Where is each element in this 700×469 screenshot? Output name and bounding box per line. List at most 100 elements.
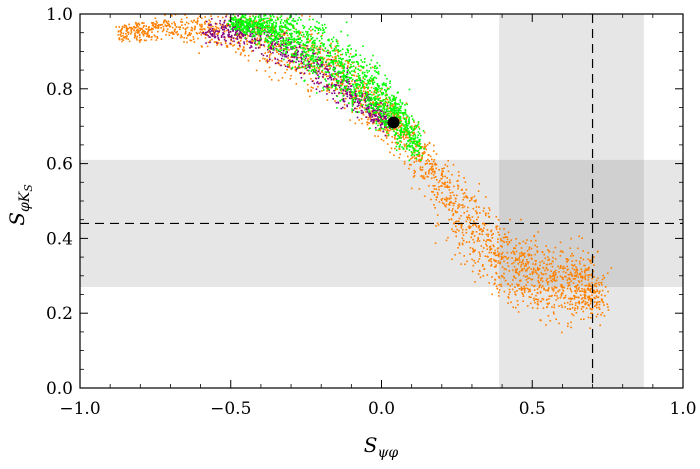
- data-point: [533, 286, 535, 288]
- data-point: [158, 24, 160, 26]
- data-point: [447, 185, 449, 187]
- data-point: [494, 250, 496, 252]
- data-point: [361, 104, 363, 106]
- data-point: [399, 146, 401, 148]
- data-point: [398, 110, 400, 112]
- data-point: [607, 306, 609, 308]
- data-point: [504, 291, 506, 293]
- data-point: [596, 286, 598, 288]
- data-point: [406, 127, 408, 129]
- data-point: [408, 123, 410, 125]
- data-point: [359, 100, 361, 102]
- data-point: [408, 119, 410, 121]
- data-point: [281, 36, 283, 38]
- data-point: [118, 26, 120, 28]
- data-point: [296, 83, 298, 85]
- data-point: [285, 65, 287, 67]
- data-point: [523, 275, 525, 277]
- data-point: [548, 298, 550, 300]
- data-point: [269, 56, 271, 58]
- data-point: [329, 91, 331, 93]
- data-point: [553, 280, 555, 282]
- data-point: [381, 128, 383, 130]
- data-point: [213, 30, 215, 32]
- data-point: [143, 35, 145, 37]
- data-point: [136, 36, 138, 38]
- data-point: [449, 204, 451, 206]
- data-point: [389, 115, 391, 117]
- data-point: [147, 33, 149, 35]
- data-point: [342, 67, 344, 69]
- data-point: [382, 100, 384, 102]
- data-point: [537, 304, 539, 306]
- data-point: [458, 221, 460, 223]
- data-point: [119, 39, 121, 41]
- data-point: [472, 239, 474, 241]
- data-point: [477, 217, 479, 219]
- data-point: [341, 108, 343, 110]
- data-point: [200, 34, 202, 36]
- data-point: [152, 28, 154, 30]
- data-point: [358, 76, 360, 78]
- data-point: [433, 145, 435, 147]
- data-point: [264, 30, 266, 32]
- data-point: [497, 255, 499, 257]
- data-point: [158, 27, 160, 29]
- data-point: [283, 4, 285, 6]
- data-point: [381, 88, 383, 90]
- data-point: [542, 251, 544, 253]
- data-point: [345, 54, 347, 56]
- data-point: [334, 68, 336, 70]
- data-point: [172, 33, 174, 35]
- data-point: [240, 32, 242, 34]
- data-point: [428, 185, 430, 187]
- data-point: [464, 192, 466, 194]
- data-point: [274, 72, 276, 74]
- data-point: [381, 124, 383, 126]
- data-point: [498, 256, 500, 258]
- data-point: [238, 34, 240, 36]
- data-point: [381, 109, 383, 111]
- data-point: [369, 93, 371, 95]
- data-point: [280, 38, 282, 40]
- data-point: [280, 31, 282, 33]
- data-point: [300, 55, 302, 57]
- data-point: [136, 39, 138, 41]
- data-point: [483, 223, 485, 225]
- data-point: [377, 83, 379, 85]
- data-point: [312, 61, 314, 63]
- data-point: [322, 27, 324, 29]
- data-point: [280, 45, 282, 47]
- data-point: [229, 24, 231, 26]
- data-point: [563, 271, 565, 273]
- data-point: [269, 30, 271, 32]
- data-point: [327, 99, 329, 101]
- data-point: [330, 44, 332, 46]
- data-point: [575, 285, 577, 287]
- data-point: [306, 51, 308, 53]
- data-point: [376, 78, 378, 80]
- data-point: [512, 279, 514, 281]
- data-point: [240, 24, 242, 26]
- data-point: [576, 312, 578, 314]
- data-point: [319, 73, 321, 75]
- data-point: [420, 143, 422, 145]
- data-point: [307, 89, 309, 91]
- data-point: [226, 45, 228, 47]
- data-point: [309, 96, 311, 98]
- data-point: [463, 255, 465, 257]
- data-point: [155, 36, 157, 38]
- data-point: [449, 179, 451, 181]
- data-point: [158, 26, 160, 28]
- data-point: [225, 43, 227, 45]
- data-point: [548, 281, 550, 283]
- data-point: [236, 19, 238, 21]
- data-point: [415, 137, 417, 139]
- data-point: [165, 34, 167, 36]
- data-point: [365, 111, 367, 113]
- data-point: [299, 42, 301, 44]
- data-point: [532, 273, 534, 275]
- data-point: [403, 134, 405, 136]
- data-point: [304, 68, 306, 70]
- data-point: [204, 12, 206, 14]
